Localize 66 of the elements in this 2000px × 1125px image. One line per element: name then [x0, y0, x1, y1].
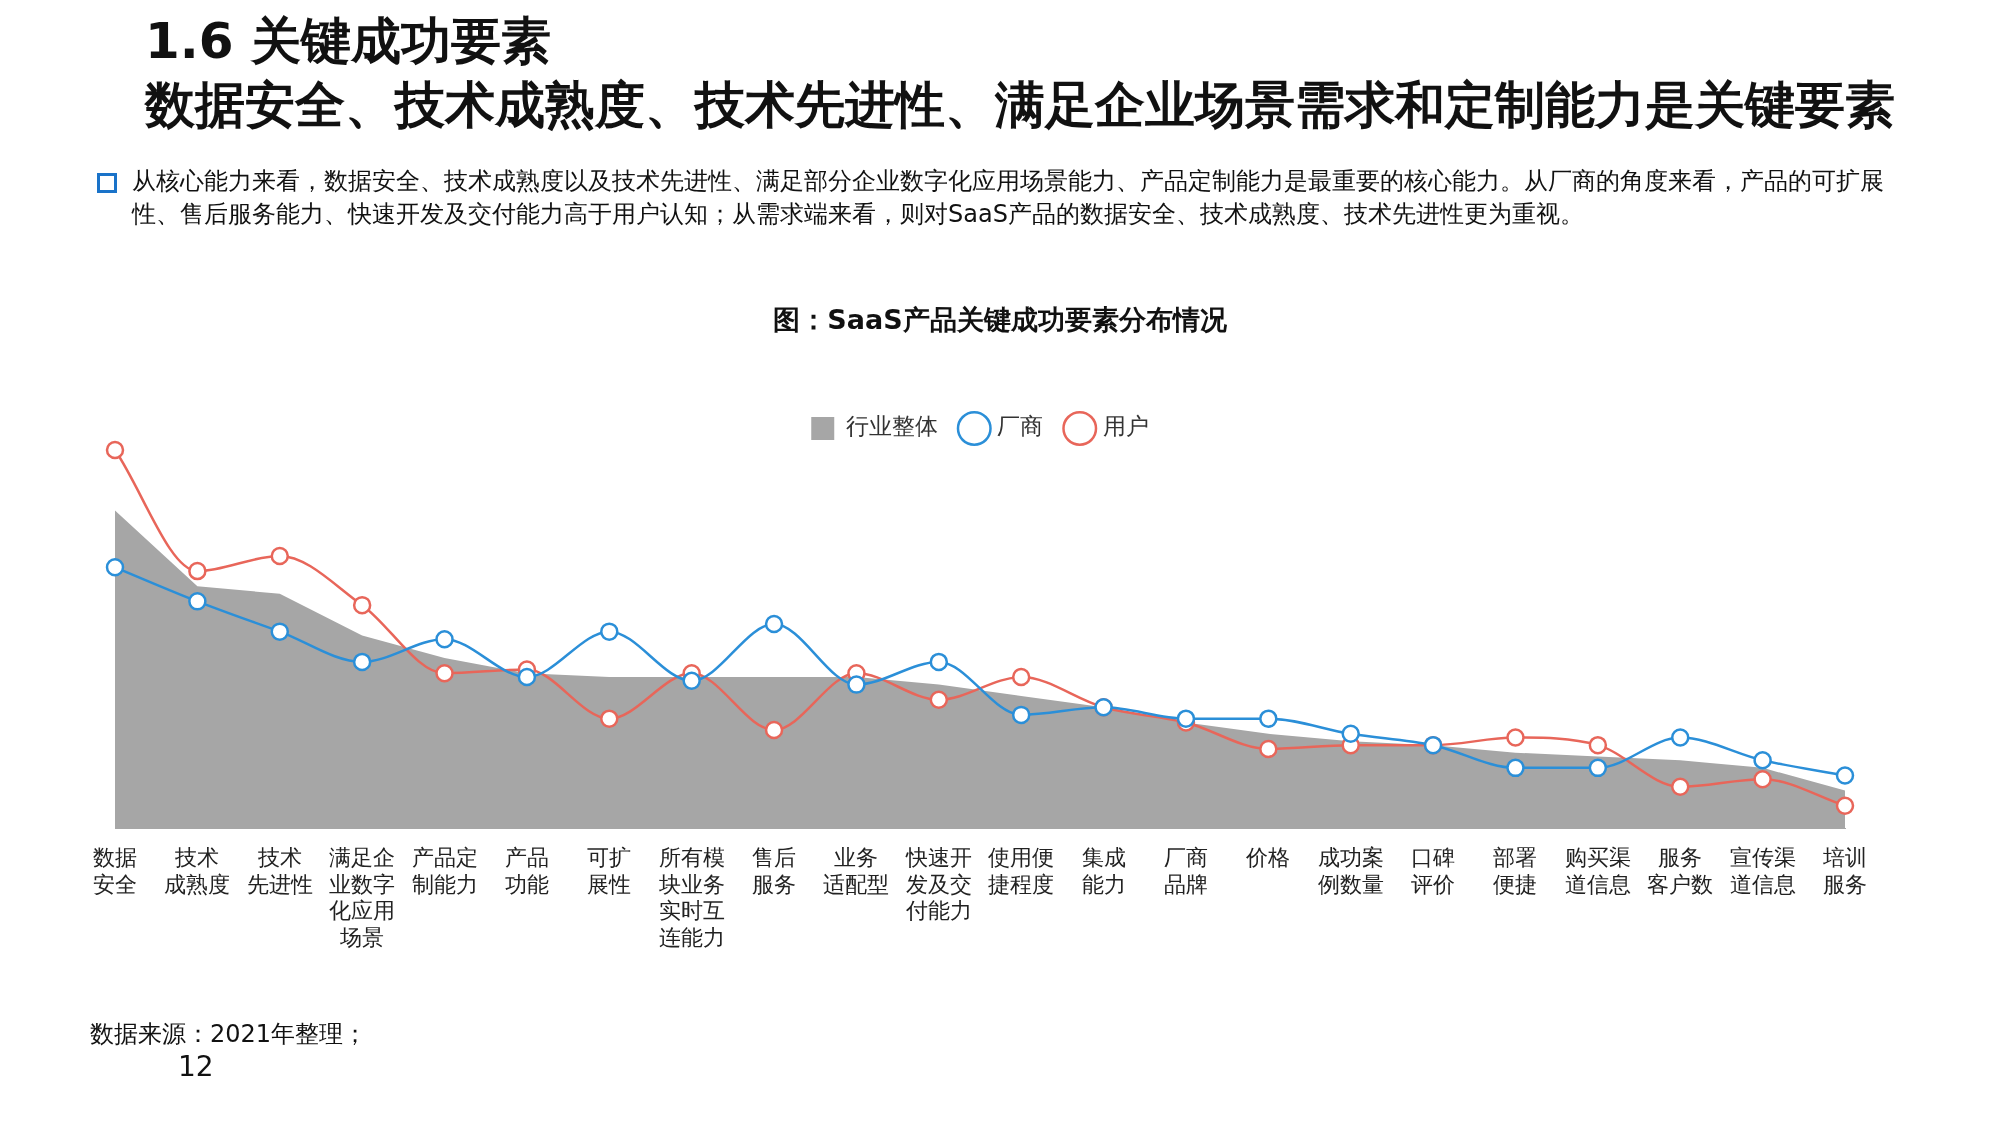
point — [847, 675, 866, 694]
point — [1011, 705, 1031, 725]
x-tick-label: 宣传渠道信息 — [1729, 845, 1796, 897]
x-tick-label: 快速开发及交付能力 — [904, 845, 972, 924]
point — [600, 709, 619, 728]
point — [1588, 758, 1608, 778]
point — [1670, 777, 1690, 797]
x-tick-label: 集成能力 — [1081, 845, 1126, 897]
point — [352, 652, 372, 672]
point — [1753, 751, 1772, 770]
point — [1341, 724, 1360, 744]
x-tick-label: 售后服务 — [752, 845, 797, 897]
chart-subtitle: 数据安全、技术成熟度、技术先进性、满足企业场景需求和定制能力是关键要素 — [145, 75, 1895, 136]
point — [764, 720, 784, 740]
point — [270, 546, 290, 566]
point — [1011, 667, 1031, 687]
chart-title: 1.6 关键成功要素 — [145, 11, 551, 72]
point — [1506, 758, 1525, 778]
source-note: 数据来源：2021年整理； — [90, 1019, 368, 1050]
point — [352, 595, 372, 615]
point — [188, 592, 207, 611]
point — [517, 667, 537, 687]
point — [1259, 739, 1278, 759]
legend-label: 厂商 — [997, 413, 1044, 440]
point — [929, 690, 949, 709]
legend-label: 用户 — [1102, 413, 1149, 440]
x-tick-label: 购买渠道信息 — [1564, 845, 1631, 897]
text: 图：SaaS产品关键成功要素分布情况 — [772, 303, 1228, 337]
point — [1259, 709, 1278, 728]
point — [929, 652, 949, 672]
x-tick-label: 使用便捷程度 — [988, 845, 1055, 897]
x-tick-label: 部署便捷 — [1493, 845, 1538, 897]
point — [1670, 728, 1690, 747]
x-tick-label: 可扩展性 — [587, 845, 632, 897]
x-tick-label: 成功案例数量 — [1317, 845, 1384, 897]
x-tick-label: 数据安全 — [93, 845, 137, 897]
point — [682, 671, 701, 691]
point — [764, 614, 784, 634]
point — [435, 629, 454, 649]
x-tick-label: 价格 — [1245, 845, 1291, 871]
x-tick-label: 满足企业数字化应用场景 — [329, 845, 396, 950]
x-tick-label: 厂商品牌 — [1163, 845, 1208, 897]
x-tick-label: 技术成熟度 — [164, 845, 231, 897]
point — [1176, 709, 1196, 728]
point — [1835, 766, 1855, 785]
point — [1835, 796, 1855, 815]
point — [1753, 769, 1772, 789]
point — [105, 558, 125, 577]
point — [435, 664, 454, 683]
x-tick-label: 技术先进性 — [246, 845, 313, 897]
point — [188, 561, 207, 581]
x-tick-label: 业务适配型 — [823, 845, 890, 897]
x-tick-label: 产品功能 — [504, 845, 549, 897]
point — [1506, 728, 1525, 747]
x-tick-label: 产品定制能力 — [411, 845, 478, 897]
point — [600, 622, 619, 641]
point — [270, 622, 290, 641]
point — [105, 440, 125, 460]
x-tick-label: 所有模块业务实时互连能力 — [657, 845, 725, 950]
text: 12 — [178, 1050, 214, 1083]
x-tick-label: 服务客户数 — [1647, 845, 1714, 897]
text: 从核心能力来看，数据安全、技术成熟度以及技术先进性、满足部分企业数字化应用场景能力、产品定制能力是最重要的核心能力。从厂商的角度来看，产品的可扩展性、售后服务能力、快速开发及交付能力高于用户认知；从需求端来看，则对SaaS产品的数据安全、技术成熟度、技术先进性更为重视。 — [132, 166, 1885, 230]
point — [1588, 735, 1608, 755]
x-tick-label: 培训服务 — [1822, 845, 1867, 897]
x-tick-label: 口碑评价 — [1411, 845, 1456, 897]
legend-label: 行业整体 — [845, 413, 938, 440]
